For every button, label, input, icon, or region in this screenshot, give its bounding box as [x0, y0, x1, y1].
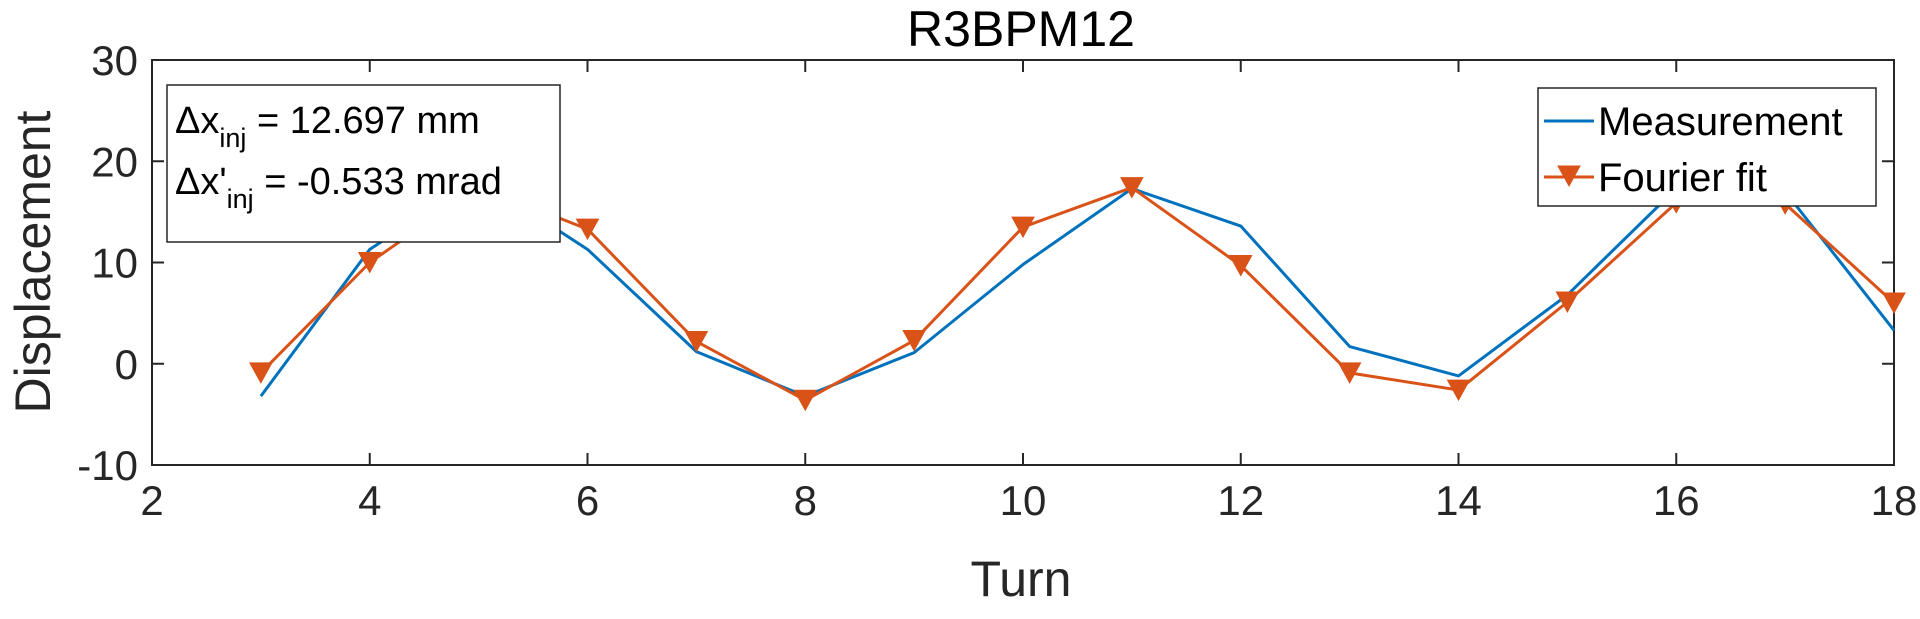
legend-marker-fourier-fit: [1557, 165, 1581, 188]
x-tick-label: 18: [1871, 477, 1918, 524]
y-axis: -10 0 10 20 30: [77, 37, 1894, 489]
x-axis-title: Turn: [971, 551, 1072, 607]
data-point-fourier-fit: [575, 218, 600, 241]
annotation-box: Δxinj = 12.697 mm Δx'inj = -0.533 mrad: [166, 84, 561, 243]
annotation-line-1-text: = 12.697 mm: [246, 100, 479, 142]
y-tick-label: 10: [91, 240, 138, 287]
data-point-fourier-fit: [793, 389, 818, 412]
y-axis-title: Displacement: [5, 110, 61, 413]
data-point-fourier-fit: [1120, 177, 1144, 199]
x-tick-label: 12: [1217, 477, 1264, 524]
data-point-fourier-fit: [1446, 379, 1471, 402]
annotation-line-2-text: = -0.533 mrad: [254, 161, 502, 203]
annotation-line-1-prefix: Δx: [175, 100, 219, 142]
annotation-line-2-prefix: Δx': [175, 161, 227, 203]
data-point-fourier-fit: [1555, 291, 1580, 314]
x-axis: 2 4 6 8 10 12 14 16 18: [140, 60, 1917, 524]
x-tick-label: 6: [576, 477, 599, 524]
legend: Measurement Fourier fit: [1537, 87, 1877, 207]
annotation-line-2-sub: inj: [227, 184, 254, 214]
y-tick-label: -10: [77, 442, 138, 489]
y-tick-label: 30: [91, 37, 138, 84]
x-tick-label: 2: [140, 477, 163, 524]
data-point-fourier-fit: [1228, 255, 1253, 277]
data-point-fourier-fit: [1337, 362, 1362, 384]
y-tick-label: 0: [115, 341, 138, 388]
x-tick-label: 14: [1435, 477, 1482, 524]
legend-label-fourier-fit: Fourier fit: [1598, 156, 1767, 200]
x-tick-label: 10: [1000, 477, 1047, 524]
legend-label-measurement: Measurement: [1598, 100, 1843, 144]
y-tick-label: 20: [91, 138, 138, 185]
legend-border: [1537, 87, 1877, 207]
data-point-fourier-fit: [249, 362, 273, 384]
x-tick-label: 4: [358, 477, 381, 524]
annotation-line-1: Δxinj = 12.697 mm: [175, 100, 480, 153]
chart-title: R3BPM12: [907, 1, 1135, 57]
annotation-line-1-sub: inj: [219, 123, 246, 153]
annotation-border: [166, 84, 561, 243]
x-tick-label: 16: [1653, 477, 1700, 524]
x-tick-label: 8: [794, 477, 817, 524]
annotation-line-2: Δx'inj = -0.533 mrad: [175, 161, 502, 214]
data-point-fourier-fit: [902, 329, 926, 352]
data-point-fourier-fit: [1882, 292, 1906, 315]
data-point-fourier-fit: [684, 330, 709, 353]
data-point-fourier-fit: [1011, 216, 1035, 239]
data-point-fourier-fit: [357, 252, 382, 274]
